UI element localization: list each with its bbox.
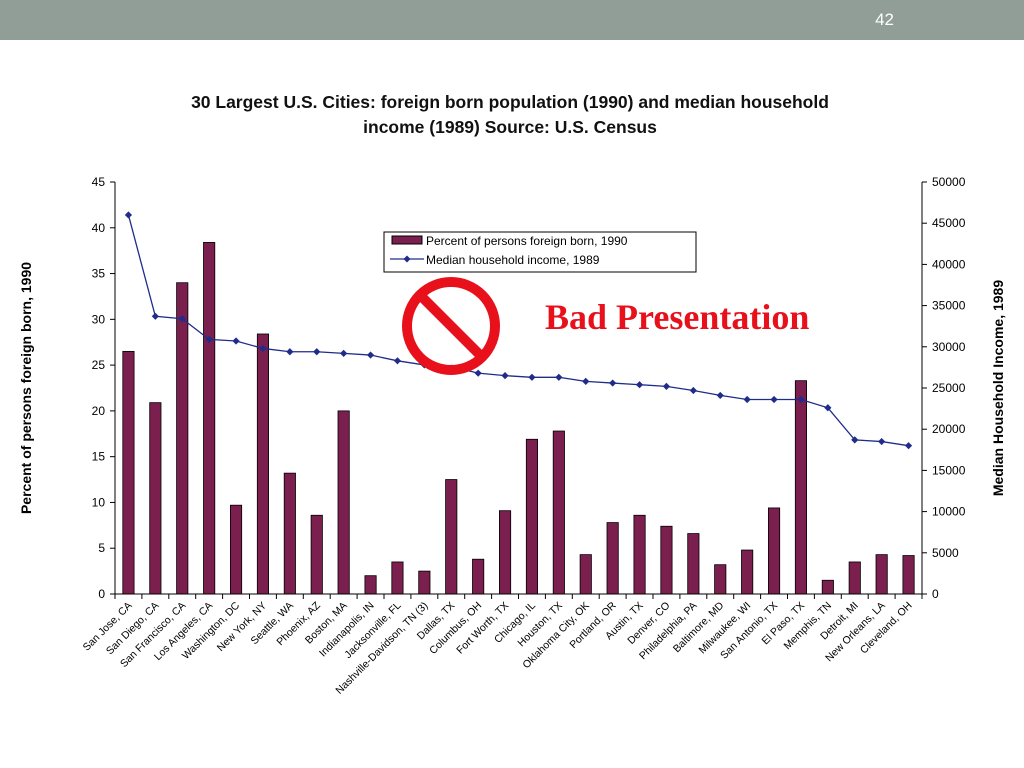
bar-foreign-born	[176, 282, 189, 595]
bar-foreign-born	[418, 570, 431, 595]
bar-foreign-born	[579, 554, 592, 595]
bar-foreign-born	[472, 558, 485, 595]
legend-bar-swatch	[391, 235, 423, 245]
income-point	[474, 369, 482, 377]
income-point	[232, 337, 240, 345]
bar-foreign-born	[283, 472, 296, 595]
bar-foreign-born	[256, 333, 269, 595]
income-point	[501, 372, 509, 380]
income-point	[851, 436, 859, 444]
chart-title-line-2: income (1989) Source: U.S. Census	[363, 117, 657, 137]
y-tick-label-left: 5	[98, 541, 105, 555]
slide-number: 42	[875, 10, 894, 29]
income-point	[662, 382, 671, 390]
bar-foreign-born	[714, 564, 727, 595]
bar-foreign-born	[391, 561, 404, 595]
income-point	[205, 335, 213, 343]
y-tick-label-right: 35000	[932, 299, 966, 313]
y-tick-label-left: 40	[92, 221, 106, 235]
bar-foreign-born	[337, 410, 350, 595]
bar-foreign-born	[875, 554, 888, 595]
income-point	[824, 404, 832, 412]
income-point	[313, 348, 321, 356]
income-point	[878, 437, 886, 446]
bar-foreign-born	[768, 507, 781, 595]
bad-presentation-label: Bad Presentation	[545, 297, 809, 337]
bar-foreign-born	[821, 579, 834, 595]
bar-foreign-born	[525, 438, 538, 595]
bar-foreign-born	[445, 479, 458, 595]
y-tick-label-left: 25	[92, 358, 106, 372]
income-point	[743, 395, 751, 404]
income-point	[393, 357, 402, 365]
y-tick-label-right: 40000	[932, 257, 966, 271]
bar-foreign-born	[687, 533, 700, 595]
bar-foreign-born	[660, 525, 673, 595]
y-axis-title-right: Median Household Income, 1989	[990, 280, 1006, 496]
prohibition-icon	[402, 277, 500, 375]
income-point	[151, 312, 159, 320]
legend-line-marker	[403, 255, 411, 263]
bar-foreign-born	[848, 561, 861, 595]
income-point	[582, 377, 590, 386]
bar-foreign-born	[552, 430, 565, 595]
y-tick-label-left: 20	[92, 404, 106, 418]
bar-foreign-born	[741, 549, 754, 595]
income-point	[770, 395, 778, 404]
y-tick-label-left: 30	[92, 312, 106, 326]
income-point	[716, 391, 724, 400]
bars-layer	[122, 242, 915, 595]
income-point	[366, 351, 375, 359]
income-point	[609, 379, 617, 387]
bar-foreign-born	[149, 402, 162, 595]
y-tick-label-right: 30000	[932, 340, 966, 354]
y-tick-label-right: 5000	[932, 546, 959, 560]
income-point	[286, 348, 294, 356]
bar-foreign-born	[794, 380, 807, 595]
y-tick-label-left: 45	[92, 175, 106, 189]
bar-foreign-born	[203, 242, 216, 595]
income-point	[528, 373, 536, 381]
income-point	[124, 211, 133, 219]
income-point	[635, 381, 644, 389]
income-point	[555, 373, 563, 381]
bar-foreign-born	[499, 510, 512, 595]
bar-foreign-born	[606, 522, 619, 595]
y-tick-label-right: 45000	[932, 216, 966, 230]
income-point	[689, 386, 697, 395]
bar-foreign-born	[902, 555, 915, 595]
legend-box	[383, 231, 697, 273]
bar-foreign-born	[364, 575, 377, 595]
income-point	[797, 395, 805, 404]
legend-label-income: Median household income, 1989	[426, 253, 600, 267]
y-tick-label-left: 15	[92, 450, 106, 464]
legend-label-foreign-born: Percent of persons foreign born, 1990	[426, 234, 628, 248]
y-tick-label-right: 10000	[932, 505, 966, 519]
bar-foreign-born	[122, 350, 135, 595]
bar-foreign-born	[310, 514, 323, 595]
income-point	[178, 315, 186, 323]
bar-foreign-born	[633, 514, 646, 595]
chart-title-line-1: 30 Largest U.S. Cities: foreign born pop…	[191, 92, 829, 112]
y-tick-label-right: 25000	[932, 381, 966, 395]
income-point	[340, 349, 348, 357]
y-tick-label-right: 50000	[932, 175, 966, 189]
bar-foreign-born	[230, 504, 243, 595]
income-line	[127, 214, 909, 447]
income-point	[904, 442, 913, 450]
income-point	[259, 344, 267, 353]
y-tick-label-left: 35	[92, 267, 106, 281]
slide-header-bar: 42	[0, 0, 1024, 40]
income-line-layer	[124, 211, 913, 450]
y-tick-label-right: 15000	[932, 463, 966, 477]
legend: Percent of persons foreign born, 1990 Me…	[383, 231, 697, 273]
y-axis-title-left: Percent of persons foreign born, 1990	[18, 262, 34, 514]
y-tick-label-left: 0	[98, 587, 105, 601]
y-tick-label-right: 0	[932, 587, 939, 601]
y-tick-label-right: 20000	[932, 422, 966, 436]
y-tick-label-left: 10	[92, 495, 106, 509]
